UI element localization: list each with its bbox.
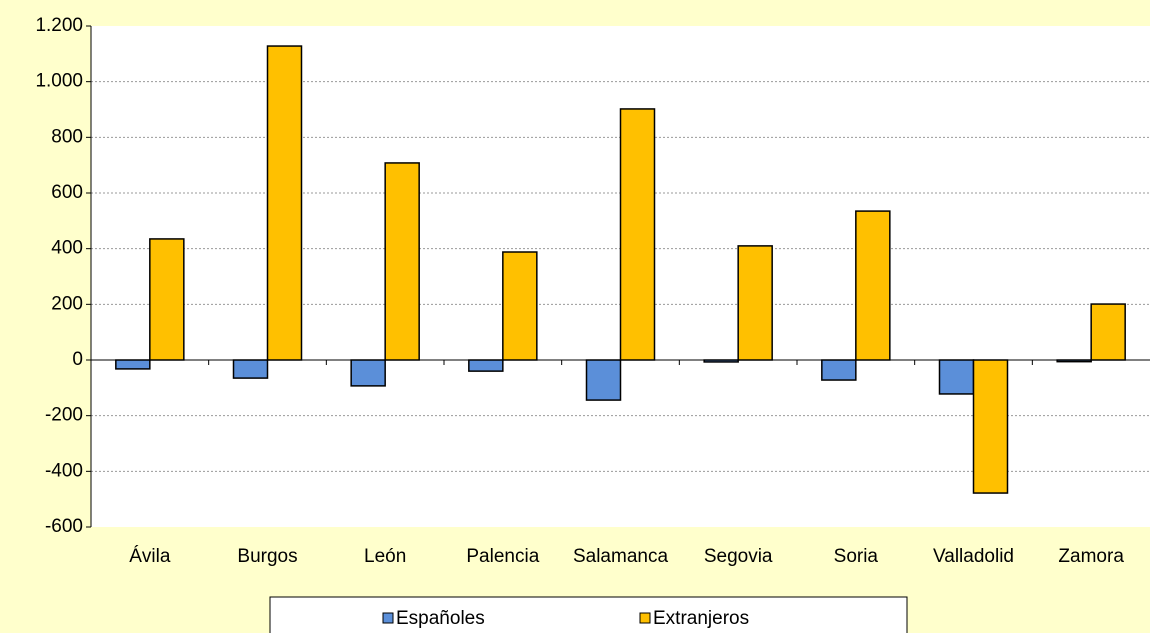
- x-tick-label: Soria: [834, 546, 879, 567]
- y-tick-label: 1.000: [35, 71, 83, 92]
- bar: [585, 359, 622, 401]
- x-tick-label: Burgos: [237, 546, 297, 567]
- bar: [468, 359, 504, 372]
- bar: [149, 238, 185, 361]
- x-tick-label: Segovia: [704, 546, 773, 567]
- x-tick-label: Ávila: [129, 546, 171, 567]
- y-tick-label: -600: [45, 516, 83, 537]
- legend-label: Extranjeros: [653, 608, 749, 629]
- bar: [972, 359, 1009, 494]
- bar: [384, 162, 420, 361]
- y-tick-label: 200: [51, 293, 83, 314]
- legend-label: Españoles: [396, 608, 485, 629]
- bar: [115, 359, 151, 370]
- bar: [938, 359, 975, 395]
- bar: [737, 245, 773, 361]
- bar: [350, 359, 386, 387]
- bar: [1090, 303, 1126, 361]
- legend-swatch: [382, 612, 394, 624]
- y-tick-label: 1.200: [35, 15, 83, 36]
- x-tick-label: Salamanca: [573, 546, 668, 567]
- x-tick-label: León: [364, 546, 406, 567]
- bar: [232, 359, 269, 379]
- x-tick-label: Valladolid: [933, 546, 1014, 567]
- x-tick-label: Palencia: [466, 546, 539, 567]
- legend-box: [269, 596, 908, 633]
- legend-swatch: [639, 612, 651, 624]
- y-tick-label: 0: [72, 349, 83, 370]
- y-tick-label: -200: [45, 405, 83, 426]
- y-tick-label: -400: [45, 460, 83, 481]
- bar: [266, 45, 303, 361]
- bar: [821, 359, 857, 381]
- y-tick-label: 400: [51, 238, 83, 259]
- bar: [855, 210, 891, 361]
- y-tick-label: 600: [51, 182, 83, 203]
- y-tick-label: 800: [51, 126, 83, 147]
- bar: [502, 251, 538, 361]
- bar: [619, 108, 656, 361]
- x-tick-label: Zamora: [1058, 546, 1124, 567]
